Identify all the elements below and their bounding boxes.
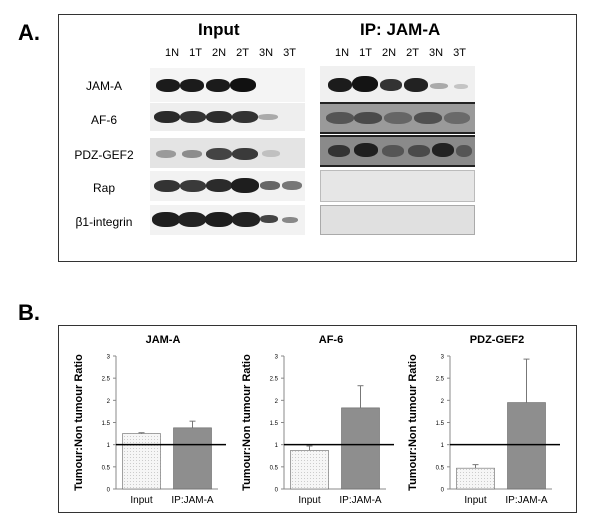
- y-tick-label-af-6: 2: [275, 399, 279, 405]
- chart-title-pdz-gef2: PDZ-GEF2: [470, 334, 524, 346]
- x-category-label-af-6: IP:JAM-A: [339, 495, 382, 506]
- ip-lane-3n: 3N: [428, 47, 444, 59]
- panel-b-frame: [58, 325, 577, 513]
- y-tick-label-af-6: 0.5: [270, 465, 279, 471]
- blot-input-beta1-integrin: [150, 205, 305, 235]
- blot-input-af-6: [150, 103, 305, 131]
- y-tick-label-af-6: 1: [275, 443, 279, 449]
- chart-title-af-6: AF-6: [319, 334, 343, 346]
- y-tick-label-pdz-gef2: 0: [441, 488, 445, 494]
- y-tick-label-af-6: 3: [275, 355, 279, 361]
- y-tick-label-jam-a: 3: [107, 355, 111, 361]
- ip-lane-3t: 3T: [453, 47, 466, 59]
- panel-a-letter: A.: [18, 20, 40, 45]
- row-label-jam-a: JAM-A: [86, 79, 122, 93]
- input-lane-2t: 2T: [236, 47, 249, 59]
- ip-header: IP: JAM-A: [360, 20, 441, 39]
- blot-ip-beta1-integrin: [320, 205, 475, 235]
- x-category-label-af-6: Input: [298, 495, 320, 506]
- y-tick-label-jam-a: 2.5: [102, 377, 111, 383]
- ip-lane-2n: 2N: [381, 47, 397, 59]
- y-tick-label-pdz-gef2: 1: [441, 443, 445, 449]
- input-header: Input: [198, 20, 240, 39]
- row-label-pdz-gef2: PDZ-GEF2: [74, 148, 134, 162]
- input-lane-1n: 1N: [164, 47, 180, 59]
- blot-ip-af-6: [320, 102, 475, 134]
- ip-lane-2t: 2T: [406, 47, 419, 59]
- input-lane-1t: 1T: [189, 47, 202, 59]
- panel-b-letter: B.: [18, 300, 40, 325]
- bar-af-6-ip-jam-a: [341, 407, 380, 490]
- blot-ip-pdz-gef2: [320, 135, 475, 167]
- y-tick-label-pdz-gef2: 1.5: [436, 421, 445, 427]
- y-tick-label-jam-a: 0: [107, 488, 111, 494]
- ip-lane-1t: 1T: [359, 47, 372, 59]
- x-category-label-jam-a: IP:JAM-A: [171, 495, 214, 506]
- y-tick-label-af-6: 2.5: [270, 377, 279, 383]
- y-tick-label-jam-a: 2: [107, 399, 111, 405]
- x-category-label-pdz-gef2: Input: [464, 495, 486, 506]
- blot-input-jam-a: [150, 68, 305, 102]
- input-lane-3n: 3N: [258, 47, 274, 59]
- bar-af-6-input: [290, 450, 329, 490]
- bar-jam-a-ip-jam-a: [173, 427, 212, 490]
- bar-jam-a-input: [122, 433, 161, 490]
- row-label-rap: Rap: [92, 181, 115, 195]
- y-tick-label-pdz-gef2: 2: [441, 399, 445, 405]
- input-lane-3t: 3T: [283, 47, 296, 59]
- y-tick-label-jam-a: 1.5: [102, 421, 111, 427]
- x-category-label-jam-a: Input: [130, 495, 152, 506]
- y-tick-label-af-6: 0: [275, 488, 279, 494]
- y-axis-label-jam-a: Tumour:Non tumour Ratio: [73, 354, 85, 491]
- panel-a-frame: [58, 14, 577, 262]
- bar-pdz-gef2-input: [456, 467, 495, 490]
- chart-title-jam-a: JAM-A: [146, 334, 181, 346]
- row-label-af-6: AF-6: [90, 113, 117, 127]
- input-lane-2n: 2N: [211, 47, 227, 59]
- x-category-label-pdz-gef2: IP:JAM-A: [505, 495, 548, 506]
- blot-ip-jam-a: [320, 66, 475, 102]
- y-axis-label-af-6: Tumour:Non tumour Ratio: [241, 354, 253, 491]
- ip-lane-1n: 1N: [334, 47, 350, 59]
- y-tick-label-af-6: 1.5: [270, 421, 279, 427]
- blot-input-rap: [150, 171, 305, 201]
- row-label-beta1-integrin: β1-integrin: [75, 215, 133, 229]
- y-tick-label-jam-a: 0.5: [102, 465, 111, 471]
- y-tick-label-pdz-gef2: 2.5: [436, 377, 445, 383]
- y-tick-label-jam-a: 1: [107, 443, 111, 449]
- blot-ip-rap: [320, 170, 475, 202]
- y-tick-label-pdz-gef2: 3: [441, 355, 445, 361]
- y-tick-label-pdz-gef2: 0.5: [436, 465, 445, 471]
- y-axis-label-pdz-gef2: Tumour:Non tumour Ratio: [407, 354, 419, 491]
- bar-pdz-gef2-ip-jam-a: [507, 402, 546, 490]
- blot-input-pdz-gef2: [150, 138, 305, 168]
